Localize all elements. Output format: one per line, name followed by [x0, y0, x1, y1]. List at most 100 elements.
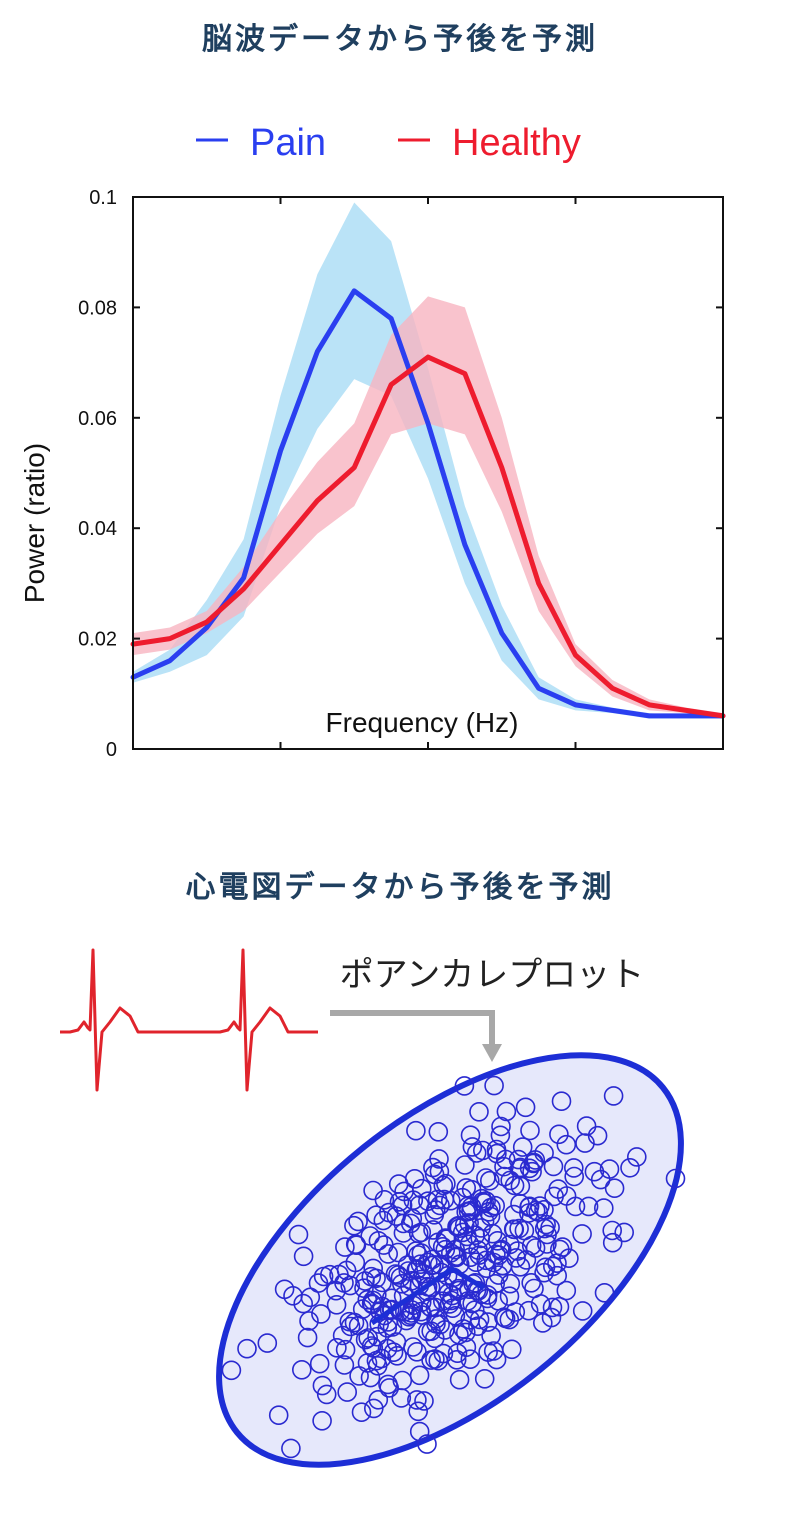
poincare-point: [374, 1189, 395, 1210]
poincare-point: [540, 1217, 560, 1238]
ecg-section-title: 心電図データから予後を予測: [185, 870, 615, 905]
poincare-point: [460, 1309, 481, 1330]
poincare-point: [394, 1181, 414, 1202]
poincare-point: [528, 1202, 549, 1222]
poincare-point: [587, 1125, 608, 1146]
poincare-point: [430, 1195, 450, 1216]
poincare-point: [496, 1101, 517, 1122]
poincare-point: [474, 1211, 495, 1232]
legend-pain-label: Pain: [250, 122, 326, 164]
poincare-point: [620, 1158, 640, 1178]
y-axis-label: Power (ratio): [19, 443, 50, 603]
poincare-point: [542, 1297, 563, 1318]
poincare-point: [514, 1220, 535, 1241]
ecg-waveform: [60, 948, 318, 1092]
poincare-point: [400, 1213, 421, 1234]
poincare-point: [410, 1254, 431, 1275]
poincare-point: [487, 1230, 508, 1251]
poincare-point: [479, 1170, 500, 1191]
poincare-point: [499, 1286, 520, 1307]
x-axis-label: Frequency (Hz): [326, 707, 519, 738]
poincare-point: [518, 1300, 539, 1321]
poincare-point: [428, 1122, 449, 1142]
poincare-point: [492, 1255, 513, 1276]
poincare-point: [421, 1321, 442, 1342]
poincare-point: [524, 1278, 544, 1299]
poincare-point: [604, 1178, 625, 1199]
poincare-point: [495, 1149, 516, 1170]
poincare-point: [494, 1156, 514, 1177]
poincare-point: [407, 1390, 427, 1410]
poincare-point: [454, 1215, 475, 1235]
line-pain: [130, 288, 726, 719]
poincare-point: [572, 1301, 593, 1321]
ecg-poincare-figure: ポアンカレプロット: [60, 948, 686, 1468]
y-tick-label: 0.06: [78, 408, 117, 430]
poincare-point: [291, 1359, 312, 1380]
poincare-point: [472, 1140, 493, 1161]
poincare-point: [515, 1097, 536, 1118]
poincare-point: [401, 1303, 422, 1323]
poincare-point: [590, 1169, 611, 1190]
poincare-point: [564, 1166, 585, 1187]
poincare-point: [407, 1259, 428, 1280]
poincare-point: [360, 1367, 381, 1388]
arrow-head-icon: [482, 1044, 502, 1062]
y-tick-label: 0.02: [78, 629, 117, 651]
poincare-scatter: [221, 1075, 686, 1459]
legend-healthy-label: Healthy: [452, 122, 581, 164]
poincare-point: [312, 1375, 333, 1396]
poincare-point: [551, 1091, 572, 1111]
poincare-point: [445, 1305, 466, 1326]
poincare-point: [268, 1405, 289, 1426]
poincare-point: [237, 1338, 257, 1359]
poincare-point: [335, 1339, 356, 1360]
poincare-point: [311, 1304, 331, 1324]
poincare-point: [332, 1325, 353, 1346]
poincare-point: [337, 1382, 358, 1402]
poincare-point: [462, 1293, 483, 1314]
poincare-point: [420, 1297, 441, 1317]
poincare-point: [459, 1213, 479, 1233]
poincare-point: [519, 1158, 540, 1179]
poincare-point: [366, 1205, 386, 1226]
poincare-point: [309, 1353, 330, 1374]
chart-legend: Pain Healthy: [196, 122, 581, 164]
poincare-point: [417, 1276, 438, 1297]
poincare-point: [509, 1159, 530, 1179]
poincare-point: [476, 1168, 496, 1188]
poincare-point: [486, 1349, 507, 1370]
poincare-point: [626, 1147, 647, 1167]
poincare-point: [378, 1244, 399, 1264]
poincare-point: [447, 1216, 467, 1237]
poincare-point: [460, 1247, 481, 1268]
poincare-point: [372, 1272, 392, 1293]
poincare-point: [351, 1402, 372, 1423]
poincare-point: [374, 1305, 395, 1326]
poincare-point: [468, 1240, 488, 1260]
poincare-point: [469, 1102, 489, 1122]
poincare-point: [449, 1324, 469, 1345]
poincare-point: [602, 1232, 623, 1253]
poincare-point: [368, 1389, 389, 1410]
poincare-ellipse: [216, 1052, 684, 1468]
poincare-point: [327, 1337, 347, 1358]
poincare-point: [614, 1222, 635, 1243]
poincare-point: [441, 1290, 462, 1311]
plot-area: [130, 202, 726, 719]
poincare-point: [476, 1258, 497, 1279]
poincare-point: [559, 1248, 579, 1269]
poincare-point: [603, 1086, 624, 1106]
poincare-point: [466, 1252, 486, 1273]
poincare-point: [510, 1193, 530, 1214]
poincare-point: [312, 1410, 332, 1431]
poincare-point: [358, 1328, 379, 1348]
poincare-point: [404, 1168, 425, 1189]
poincare-point: [504, 1204, 524, 1225]
poincare-point: [422, 1249, 443, 1270]
poincare-point: [455, 1155, 475, 1175]
poincare-point: [308, 1273, 329, 1293]
poincare-point: [257, 1333, 278, 1353]
band-healthy: [133, 296, 723, 719]
poincare-point: [346, 1235, 367, 1256]
